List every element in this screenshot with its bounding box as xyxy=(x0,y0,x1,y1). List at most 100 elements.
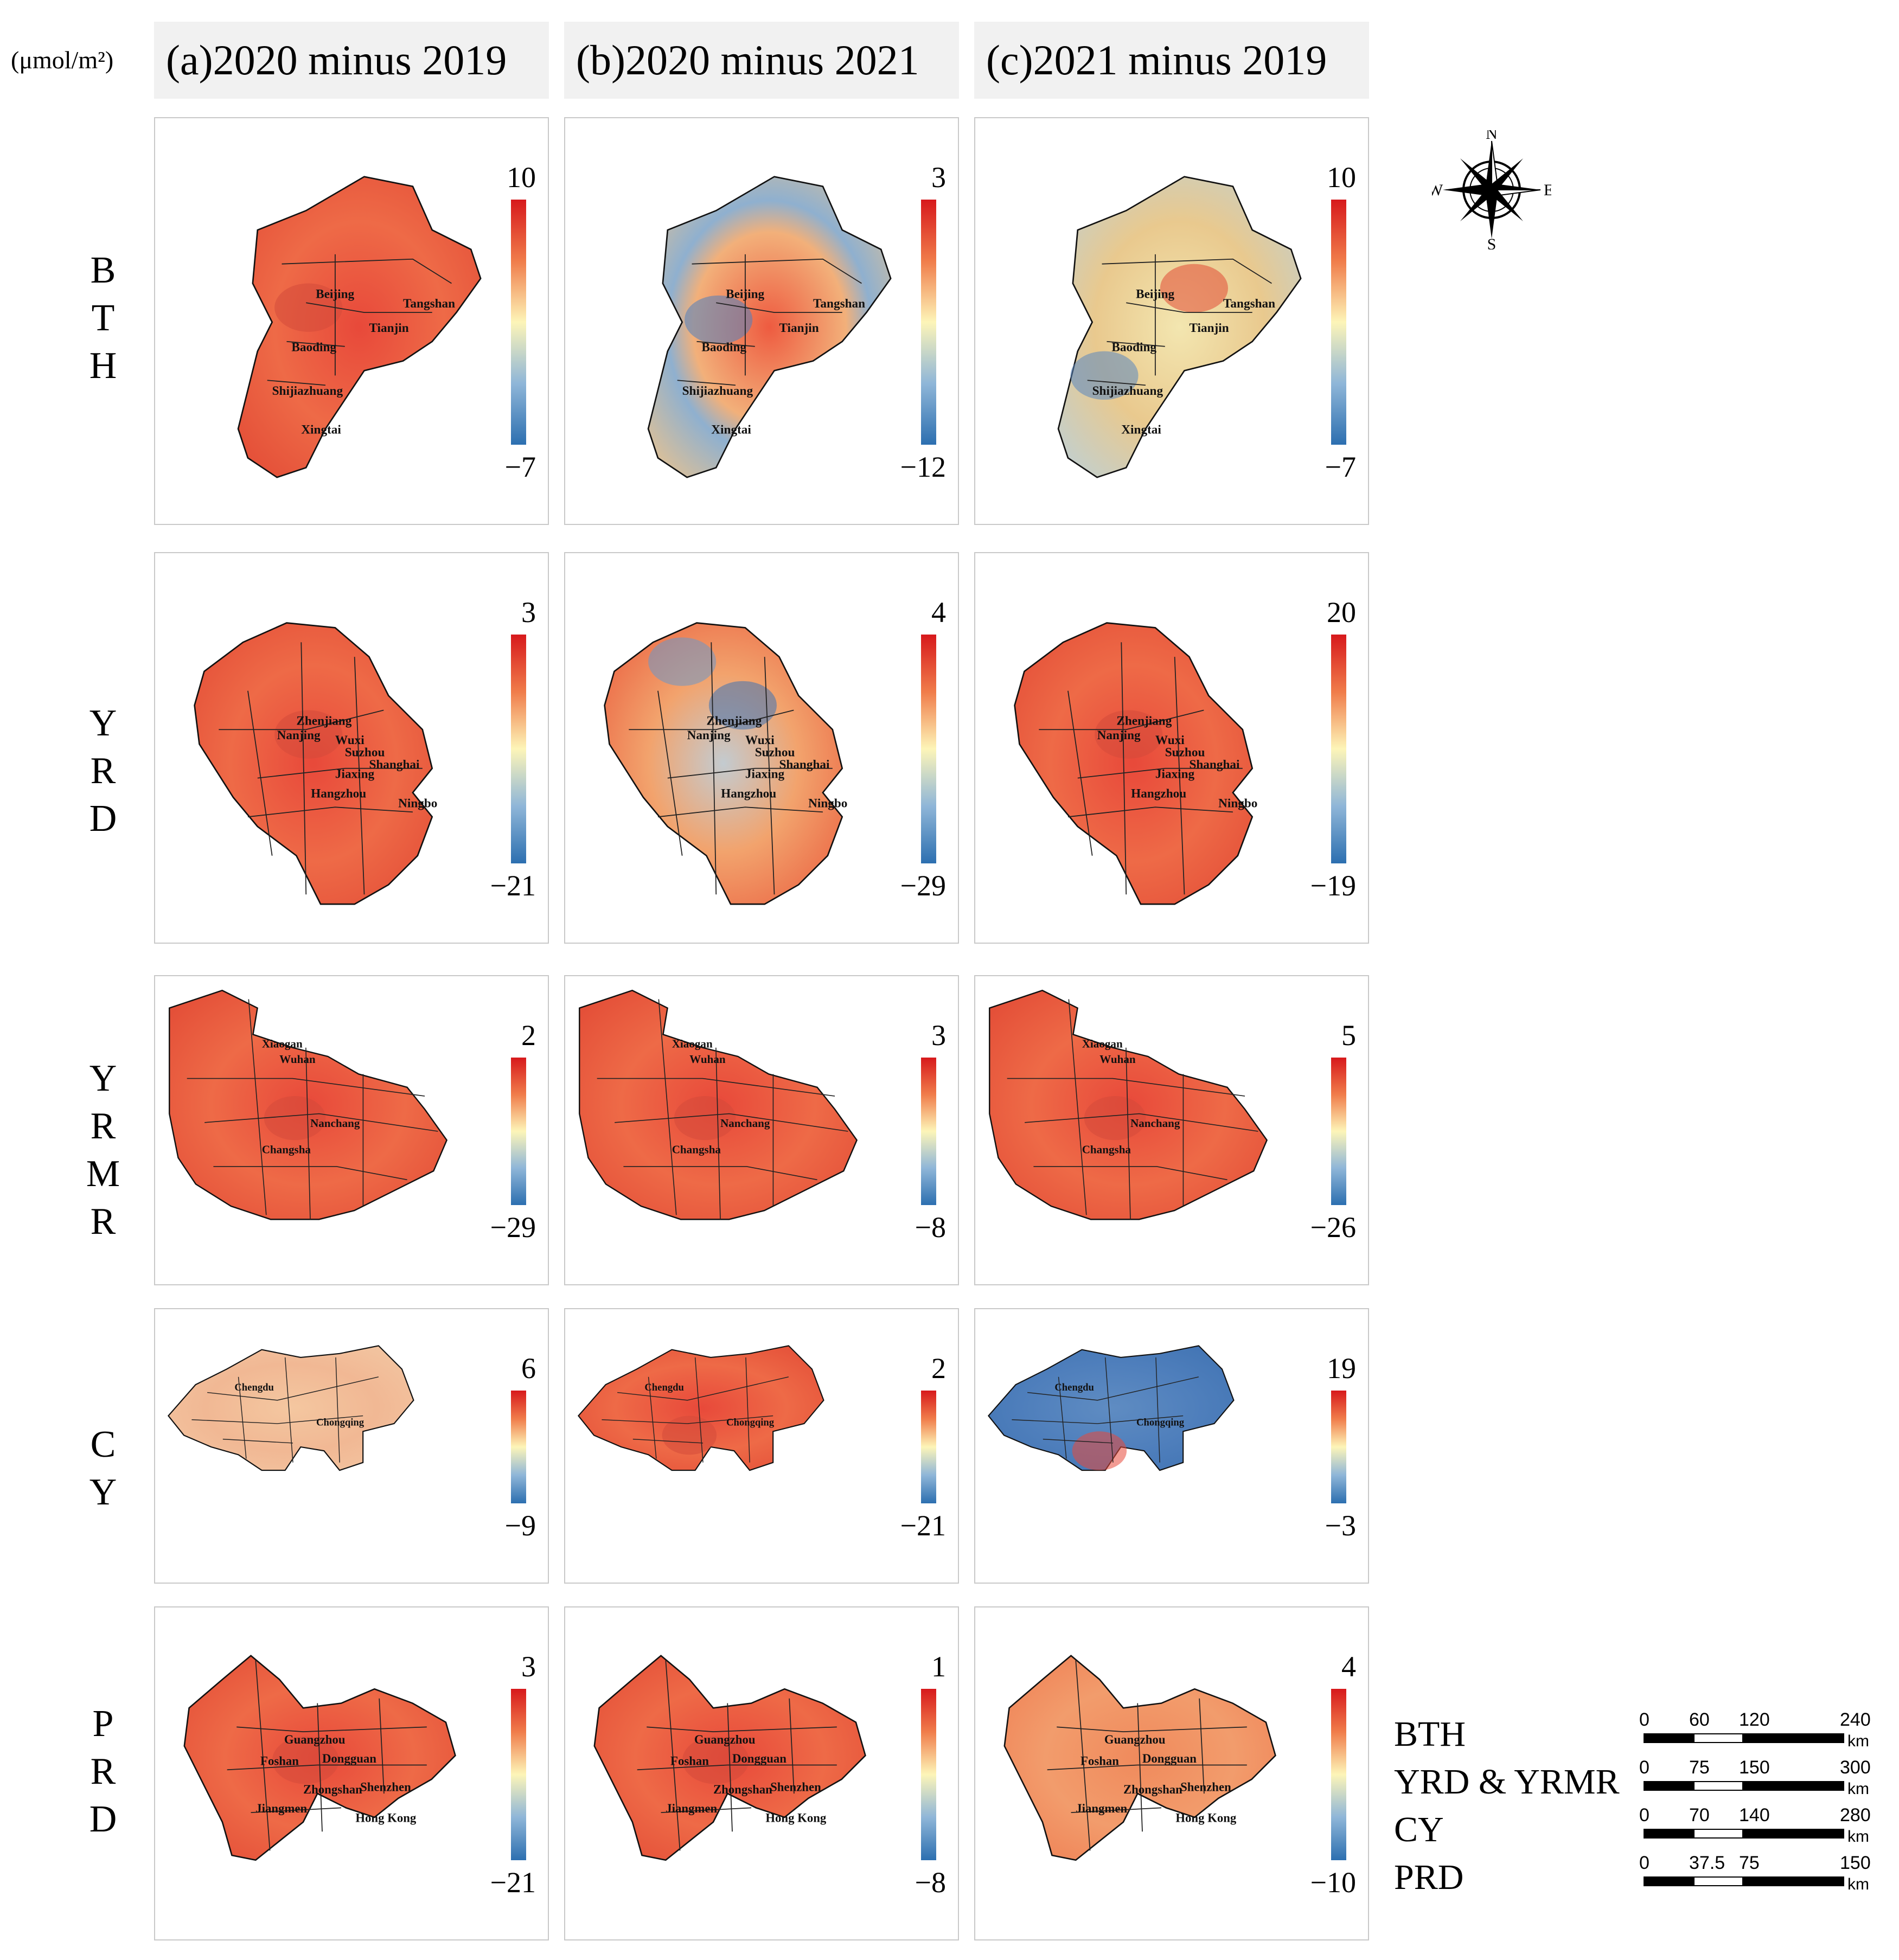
city-label: Xiaogan xyxy=(672,1037,713,1051)
city-label: Suzhou xyxy=(345,745,385,759)
colorbar-max-label: 3 xyxy=(931,161,946,194)
city-label: Baoding xyxy=(1111,341,1156,355)
colorbar xyxy=(511,635,526,863)
map-panel-prd-b: Guangzhou Foshan Dongguan Zhongshan Shenzhen… xyxy=(564,1606,959,1940)
colorbar xyxy=(921,1689,936,1860)
city-label: Shenzhen xyxy=(1180,1780,1231,1794)
city-label: Zhenjiang xyxy=(1116,714,1172,728)
colorbar-max-label: 5 xyxy=(1341,1019,1356,1052)
city-label: Zhenjiang xyxy=(296,714,351,728)
row-label-yrmr: Y R M R xyxy=(76,1055,130,1246)
city-label: Chengdu xyxy=(644,1382,684,1393)
region-map: Beijing Tangshan Tianjin Baoding Shijiazhuan… xyxy=(1057,176,1302,478)
anomaly-patch xyxy=(272,1736,339,1784)
colorbar-max-label: 10 xyxy=(1327,161,1356,194)
prefecture-boundary xyxy=(597,1078,835,1097)
prefecture-boundary xyxy=(667,767,833,779)
colorbar xyxy=(1331,1058,1346,1205)
anomaly-patch xyxy=(274,283,343,332)
colorbar-min-label: −7 xyxy=(1325,451,1356,483)
region-map: Guangzhou Foshan Dongguan ZhongshanShenzhen… xyxy=(593,1655,866,1861)
anomaly-patch xyxy=(1160,264,1228,313)
prefecture-boundary xyxy=(1126,302,1252,313)
scale-bar-segment xyxy=(1743,1733,1844,1743)
scale-tick-label: 75 xyxy=(1739,1853,1760,1873)
colorbar-min-label: −7 xyxy=(504,451,536,483)
anomaly-patch xyxy=(1070,351,1139,400)
colorbar xyxy=(921,635,936,863)
city-label: Tianjin xyxy=(1189,321,1229,335)
scale-unit-label: km xyxy=(1847,1875,1869,1893)
anomaly-patch xyxy=(685,295,753,344)
map-panel-prd-a: Guangzhou Foshan Dongguan Zhongshan Shenzhen… xyxy=(154,1606,549,1940)
city-label: Changsha xyxy=(262,1143,311,1156)
city-label: Chengdu xyxy=(1054,1382,1094,1393)
row-label-prd: P R D xyxy=(76,1700,130,1843)
city-label: Hong Kong xyxy=(1175,1811,1237,1825)
row-letter: C xyxy=(90,1424,116,1465)
scale-bar-legend: BTH 0 60 120 240 km YRD & YRMR 0 75 150 300 km CY 0 70… xyxy=(1389,1708,1888,1947)
prefecture-boundary xyxy=(648,1376,657,1459)
colorbar xyxy=(921,1391,936,1503)
scale-bar xyxy=(1644,1876,1844,1886)
prefecture-boundary xyxy=(255,1660,271,1851)
prefecture-boundary xyxy=(1067,806,1233,818)
scale-bar-segment xyxy=(1644,1781,1693,1791)
prefecture-boundary xyxy=(1075,1660,1091,1851)
prefecture-boundary xyxy=(1025,1113,1258,1132)
city-label: Tangshan xyxy=(403,297,455,311)
city-label: Shenzhen xyxy=(360,1780,411,1794)
scale-tick-label: 300 xyxy=(1840,1757,1871,1778)
map-panel-yrd-a: Zhenjiang Nanjing Wuxi Suzhou Shanghai Jiaxin… xyxy=(154,552,549,944)
map-panel-yrmr-a: Xiaogan Wuhan Nanchang Changsha 2 −29 xyxy=(154,975,549,1285)
city-label: Jiaxing xyxy=(745,767,785,782)
city-label: Shijiazhuang xyxy=(272,384,343,398)
colorbar-max-label: 3 xyxy=(521,596,536,629)
city-label: Foshan xyxy=(670,1754,709,1767)
anomaly-patch xyxy=(1095,710,1163,759)
city-label: Chongqing xyxy=(726,1417,775,1429)
city-label: Zhenjiang xyxy=(706,714,762,728)
city-label: Shijiazhuang xyxy=(682,384,753,398)
colorbar-max-label: 3 xyxy=(521,1650,536,1683)
city-label: Nanchang xyxy=(1130,1117,1180,1130)
prefecture-boundary xyxy=(1155,1357,1160,1463)
city-label: Dongguan xyxy=(732,1752,787,1765)
city-label: Foshan xyxy=(260,1754,299,1767)
map-panel-yrd-c: Zhenjiang Nanjing Wuxi Suzhou Shanghai Jiaxin… xyxy=(974,552,1369,944)
city-label: Jiaxing xyxy=(335,767,375,782)
colorbar-max-label: 2 xyxy=(931,1352,946,1385)
prefecture-boundary xyxy=(764,657,775,895)
column-header-b: (b)2020 minus 2021 xyxy=(564,22,959,99)
colorbar xyxy=(511,1391,526,1503)
region-outline xyxy=(604,622,843,905)
prefecture-boundary xyxy=(623,1166,817,1181)
prefecture-boundary xyxy=(657,806,823,818)
scale-tick-label: 0 xyxy=(1639,1709,1649,1730)
colorbar-min-label: −9 xyxy=(504,1509,536,1542)
prefecture-boundary xyxy=(1087,380,1146,386)
prefecture-boundary xyxy=(247,806,413,818)
scale-tick-label: 280 xyxy=(1840,1805,1871,1826)
row-label-yrd: Y R D xyxy=(76,700,130,843)
region-outline xyxy=(1014,622,1254,905)
scale-bar-segment xyxy=(1743,1876,1844,1886)
city-label: Xingtai xyxy=(301,423,341,437)
city-label: Zhongshan xyxy=(1123,1783,1182,1796)
city-label: Nanchang xyxy=(310,1117,360,1130)
colorbar-min-label: −29 xyxy=(490,1211,536,1244)
row-letter: R xyxy=(90,1105,116,1147)
city-label: Jiangmen xyxy=(255,1802,307,1815)
scale-bar-segment xyxy=(1693,1733,1743,1743)
scale-region-label: BTH xyxy=(1394,1714,1466,1754)
region-outline xyxy=(194,622,433,905)
region-map: Chengdu Chongqing xyxy=(577,1345,824,1471)
anomaly-patch xyxy=(662,1415,717,1455)
row-letter: D xyxy=(89,798,117,840)
prefecture-boundary xyxy=(1057,1726,1247,1732)
prefecture-boundary xyxy=(317,1703,323,1832)
colorbar xyxy=(921,200,936,445)
colorbar-min-label: −12 xyxy=(900,451,946,483)
